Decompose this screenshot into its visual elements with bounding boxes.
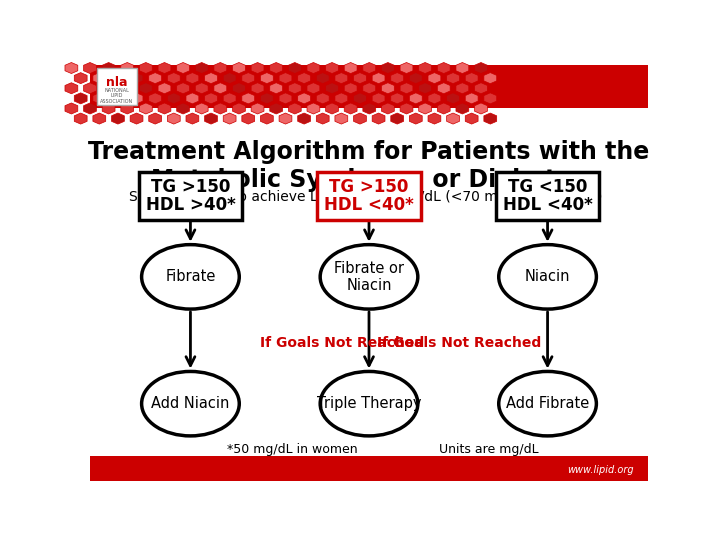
Text: HDL <40*: HDL <40* — [503, 196, 593, 214]
Text: Add Fibrate: Add Fibrate — [506, 396, 589, 411]
Text: Units are mg/dL: Units are mg/dL — [438, 443, 539, 456]
FancyBboxPatch shape — [139, 172, 242, 220]
Text: www.lipid.org: www.lipid.org — [567, 465, 634, 475]
Ellipse shape — [499, 245, 596, 309]
Text: TG >150: TG >150 — [329, 178, 409, 195]
Text: Niacin: Niacin — [525, 269, 570, 285]
Text: NATIONAL
LIPID
ASSOCIATION: NATIONAL LIPID ASSOCIATION — [100, 87, 133, 104]
Text: HDL >40*: HDL >40* — [145, 196, 235, 214]
Text: HDL <40*: HDL <40* — [324, 196, 414, 214]
Ellipse shape — [320, 372, 418, 436]
FancyBboxPatch shape — [496, 172, 599, 220]
Text: Treatment Algorithm for Patients with the
Metabolic Syndrome or Diabetes: Treatment Algorithm for Patients with th… — [89, 140, 649, 192]
Text: TG >150: TG >150 — [150, 178, 230, 195]
FancyBboxPatch shape — [318, 172, 420, 220]
Text: TG <150: TG <150 — [508, 178, 588, 195]
Text: If Goals Not Reached: If Goals Not Reached — [260, 336, 425, 350]
Text: Fibrate or
Niacin: Fibrate or Niacin — [334, 261, 404, 293]
Ellipse shape — [142, 372, 239, 436]
Ellipse shape — [320, 245, 418, 309]
Text: nla: nla — [106, 76, 127, 89]
Ellipse shape — [142, 245, 239, 309]
Text: Triple Therapy: Triple Therapy — [317, 396, 421, 411]
Text: *50 mg/dL in women: *50 mg/dL in women — [227, 443, 357, 456]
Text: Add Niacin: Add Niacin — [151, 396, 230, 411]
Ellipse shape — [499, 372, 596, 436]
Text: Statin therapy to achieve LDL-C <100 mg/dL (<70 mg/dL with CHD): Statin therapy to achieve LDL-C <100 mg/… — [129, 190, 603, 204]
FancyBboxPatch shape — [90, 65, 648, 109]
Text: Fibrate: Fibrate — [166, 269, 215, 285]
FancyBboxPatch shape — [90, 456, 648, 481]
Text: If Goals Not Reached: If Goals Not Reached — [377, 336, 541, 350]
FancyBboxPatch shape — [96, 68, 137, 105]
